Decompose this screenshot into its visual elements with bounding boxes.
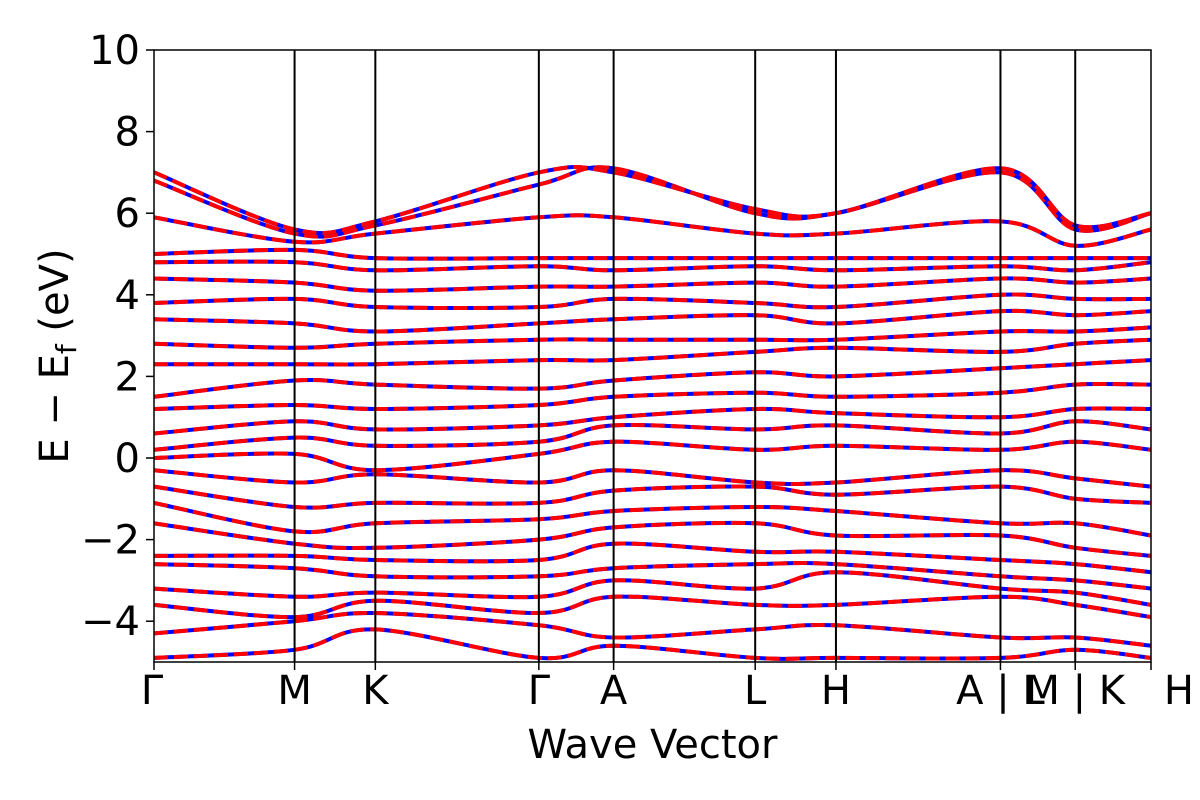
x-tick-label: K [362,668,390,714]
band-line-red-9 [154,468,1151,489]
y-axis-label-sub: f [50,343,83,354]
band-line-red-0 [154,627,1151,661]
band-line-blue-22 [154,213,1151,248]
band-line-red-17 [154,308,1151,334]
y-axis-label-main: E − E [32,354,78,464]
y-tick-label: 6 [115,191,140,237]
band-line-red-13 [154,381,1151,412]
band-line-red-21 [154,247,1151,261]
band-line-red-1 [154,610,1151,648]
band-line-red-20 [154,259,1151,273]
band-line-red-4 [154,560,1151,591]
band-line-red-14 [154,358,1151,399]
band-line-red-3 [154,570,1151,607]
x-tick-label: M [277,668,312,714]
band-line-red-2 [154,594,1151,620]
x-tick-label: H [1164,668,1194,714]
y-axis-label-unit: (eV) [32,248,78,344]
plot-frame [153,49,1152,663]
band-line-red-7 [154,500,1151,538]
band-line-red-8 [154,484,1151,510]
x-tick-label: Γ [528,668,551,714]
band-line-red-10 [154,439,1151,473]
x-tick-label: H [821,668,851,714]
band-line-red-15 [154,337,1151,367]
y-tick-label: 4 [115,273,140,319]
band-line-red-5 [154,541,1151,575]
band-line-red-6 [154,520,1151,558]
x-tick-label: Γ [141,668,164,714]
y-axis-ticks: −4 −2 0 2 4 6 8 10 [81,28,154,645]
y-axis-label: E − Ef (eV) [32,248,83,463]
band-lines [154,165,1151,661]
band-line-red-19 [154,276,1151,293]
y-tick-label: −2 [81,518,140,564]
x-tick-label: A | L [956,668,1045,714]
y-tick-label: −4 [81,599,140,645]
x-axis-ticks: Γ M K Γ A L H A | LM | K H [141,662,1194,714]
x-tick-label: M | K [1025,668,1126,714]
band-line-red-16 [154,325,1151,350]
band-line-red-12 [154,406,1151,436]
x-axis-label: Wave Vector [528,722,779,768]
high-symmetry-lines [293,50,1077,662]
x-tick-label: A [600,668,628,714]
x-tick-label: L [744,668,767,714]
band-line-red-11 [154,419,1151,452]
band-line-red-24 [154,165,1151,236]
band-line-red-18 [154,292,1151,311]
y-tick-label: 2 [115,354,140,400]
y-tick-label: 10 [89,28,140,74]
y-tick-label: 8 [115,110,140,156]
y-tick-label: 0 [115,436,140,482]
